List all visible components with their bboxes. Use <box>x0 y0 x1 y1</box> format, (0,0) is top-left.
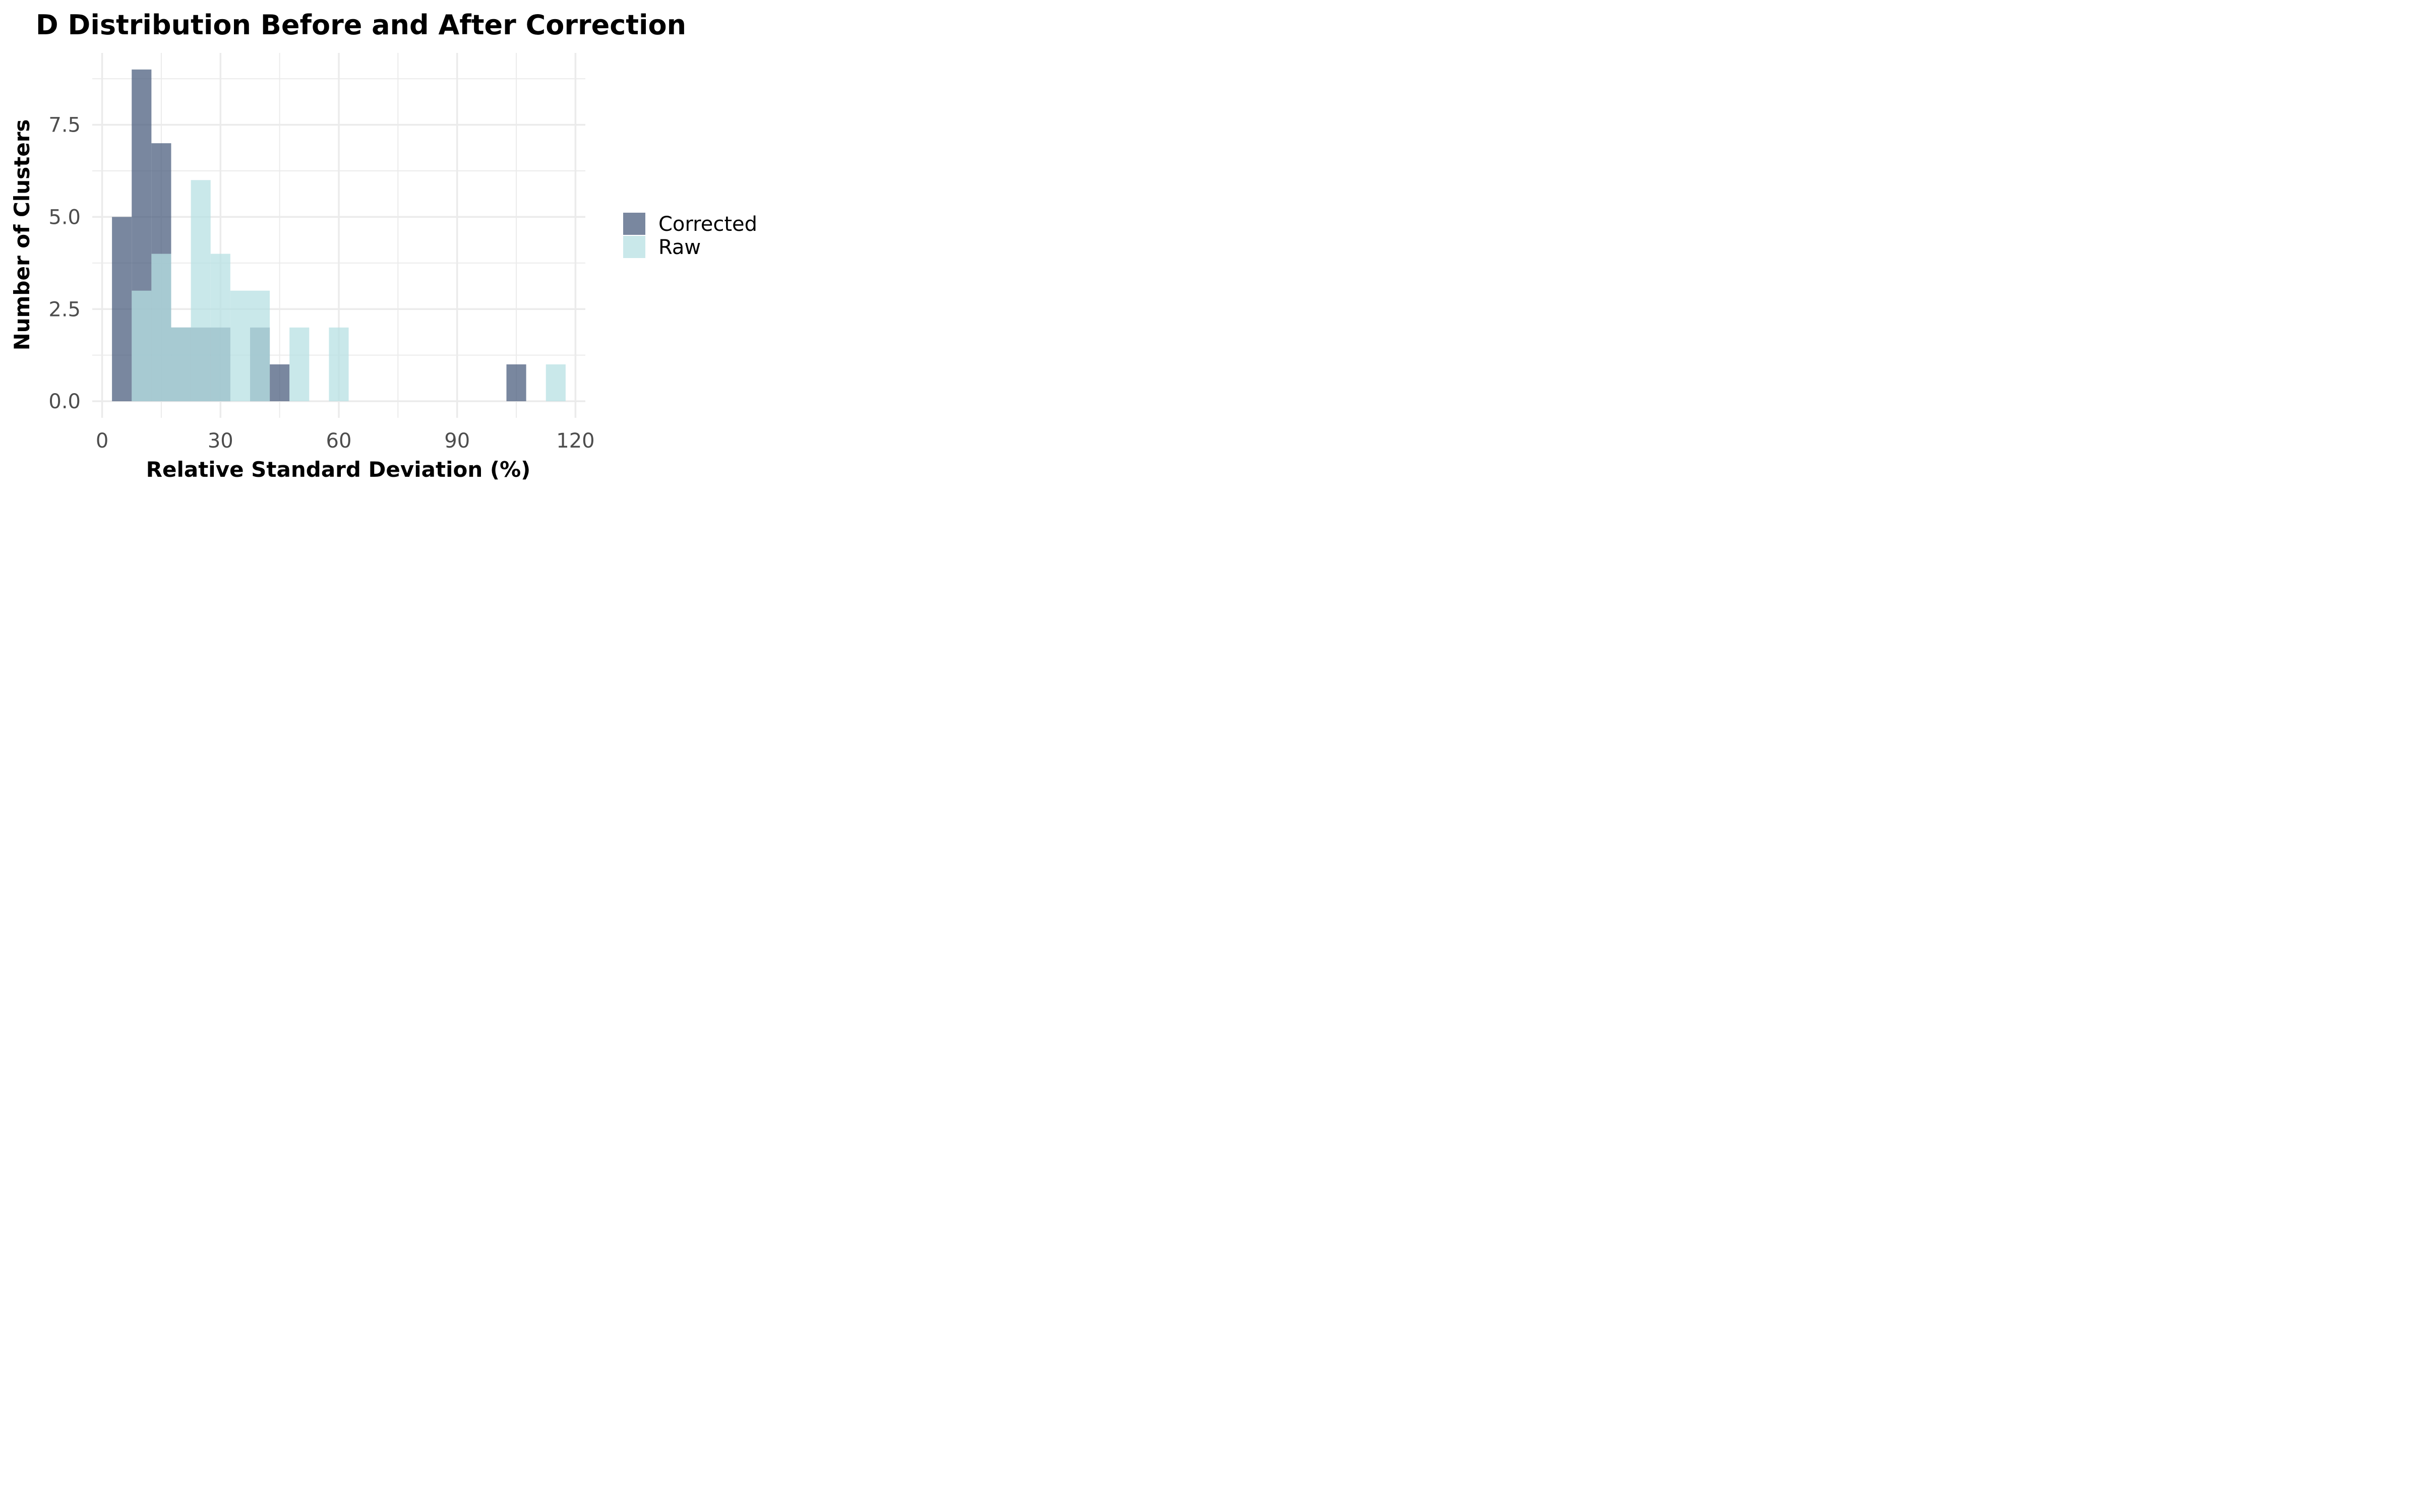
x-tick-label: 30 <box>208 429 233 453</box>
x-tick-label: 90 <box>444 429 470 453</box>
legend-swatch-raw <box>623 236 645 258</box>
bar-raw <box>171 327 191 402</box>
bar-raw <box>250 290 270 402</box>
bars <box>112 69 566 402</box>
histogram-chart: D Distribution Before and After Correcti… <box>10 9 757 482</box>
bar-raw <box>132 290 152 402</box>
y-tick-label: 2.5 <box>48 298 81 321</box>
bar-corrected <box>270 364 290 402</box>
y-axis-title: Number of Clusters <box>10 119 34 351</box>
chart-title: D Distribution Before and After Correcti… <box>36 9 686 41</box>
series-raw <box>132 180 566 402</box>
legend-label-raw: Raw <box>658 236 701 259</box>
x-axis-title: Relative Standard Deviation (%) <box>146 457 531 482</box>
bar-corrected <box>112 217 132 402</box>
x-axis-ticks: 0 30 60 90 120 <box>96 429 595 453</box>
bar-raw <box>329 327 349 402</box>
y-tick-label: 7.5 <box>48 114 81 137</box>
bar-raw <box>230 290 250 402</box>
x-tick-label: 60 <box>326 429 352 453</box>
bar-raw <box>151 254 171 402</box>
y-tick-label: 5.0 <box>48 206 81 229</box>
y-tick-label: 0.0 <box>48 390 81 413</box>
bar-raw <box>546 364 566 402</box>
bar-raw <box>289 327 310 402</box>
legend-label-corrected: Corrected <box>658 213 757 236</box>
y-axis-ticks: 0.0 2.5 5.0 7.5 <box>48 114 81 413</box>
x-tick-label: 0 <box>96 429 108 453</box>
x-tick-label: 120 <box>556 429 594 453</box>
legend-swatch-corrected <box>623 213 645 235</box>
bar-raw <box>191 180 211 402</box>
bar-corrected <box>506 364 526 402</box>
bar-raw <box>210 254 230 402</box>
